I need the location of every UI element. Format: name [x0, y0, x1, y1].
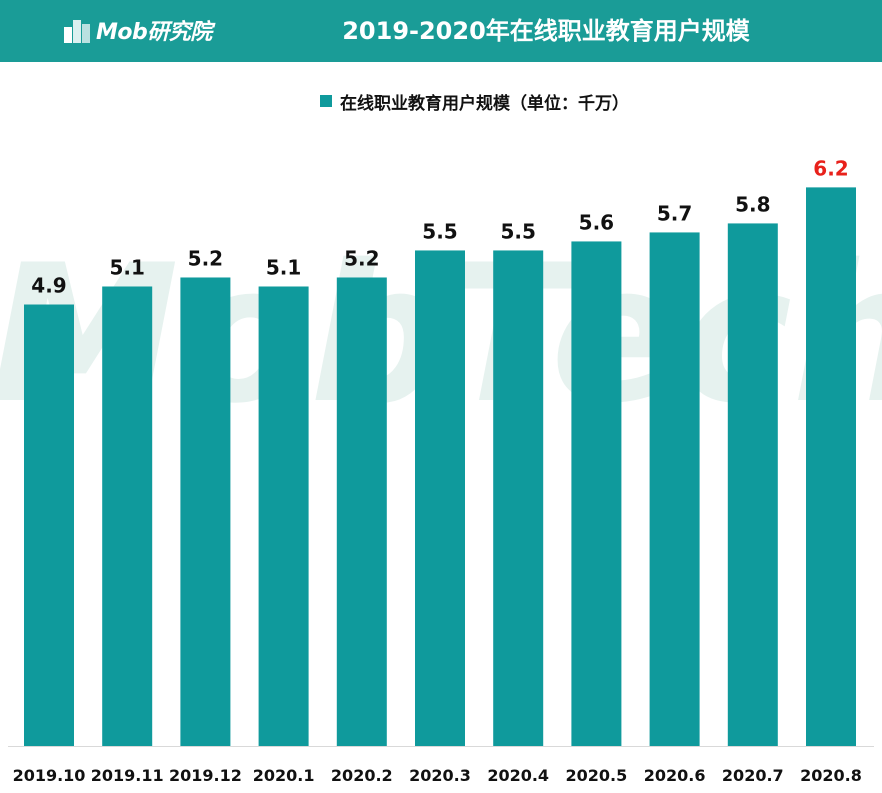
data-label: 5.2 — [188, 246, 223, 270]
logo-text: Mob研究院 — [96, 20, 212, 45]
data-label: 5.2 — [344, 246, 379, 270]
x-tick-label: 2020.6 — [644, 766, 706, 785]
bar — [24, 304, 74, 746]
x-tick-label: 2019.11 — [91, 766, 164, 785]
x-tick-label: 2020.2 — [331, 766, 393, 785]
x-tick-label: 2020.1 — [253, 766, 315, 785]
bar — [727, 223, 778, 747]
data-label: 5.1 — [109, 255, 144, 279]
page-title: 2019-2020年在线职业教育用户规模 — [342, 17, 750, 45]
bar — [649, 232, 700, 746]
data-label: 5.8 — [735, 192, 770, 216]
x-tick-label: 2020.3 — [409, 766, 471, 785]
bar — [102, 286, 153, 746]
x-tick-label: 2020.5 — [566, 766, 628, 785]
data-label: 6.2 — [813, 156, 848, 180]
bar — [493, 250, 544, 746]
x-tick-label: 2019.12 — [169, 766, 242, 785]
bar — [180, 277, 231, 746]
data-label: 5.6 — [579, 210, 614, 234]
data-label: 5.5 — [422, 219, 457, 243]
x-tick-label: 2020.7 — [722, 766, 784, 785]
header-bar: Mob研究院 2019-2020年在线职业教育用户规模 — [0, 0, 882, 62]
data-label: 4.9 — [31, 274, 66, 298]
data-label: 5.1 — [266, 255, 301, 279]
data-label: 5.7 — [657, 201, 692, 225]
bar — [336, 277, 387, 746]
x-tick-label: 2019.10 — [13, 766, 86, 785]
legend-swatch — [320, 95, 332, 107]
bar — [415, 250, 465, 746]
mob-logo: Mob研究院 — [62, 12, 212, 48]
x-tick-label: 2020.8 — [800, 766, 862, 785]
chart-legend: 在线职业教育用户规模（单位：千万） — [320, 88, 629, 114]
data-label: 5.5 — [500, 219, 535, 243]
logo-building-icon — [64, 20, 90, 43]
x-tick-label: 2020.4 — [487, 766, 549, 785]
bar — [258, 286, 309, 746]
bar — [571, 241, 622, 746]
bar — [806, 187, 856, 746]
legend-label: 在线职业教育用户规模（单位：千万） — [340, 93, 629, 114]
